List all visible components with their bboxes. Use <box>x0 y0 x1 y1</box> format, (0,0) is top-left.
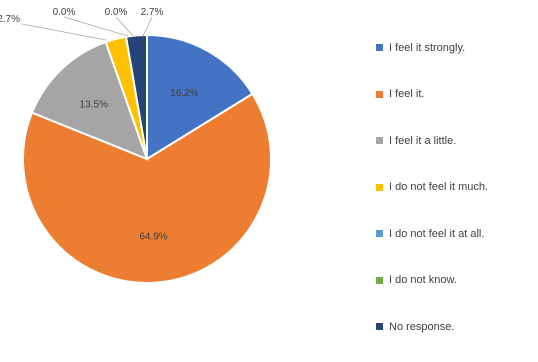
data-label: 13.5% <box>80 99 108 110</box>
leader-line <box>21 23 107 41</box>
legend-swatch <box>376 90 383 98</box>
data-label: 2.7% <box>0 14 20 25</box>
chart-area: 16.2% 64.9% 13.5% 2.7% 0.0% 0.0% 2.7% I feel i… <box>0 7 488 333</box>
legend-swatch <box>376 323 383 330</box>
data-labels: 16.2% 64.9% 13.5% 2.7% 0.0% 0.0% 2.7% <box>0 7 199 243</box>
legend-item-not-at-all: I do not feel it at all. <box>376 222 536 245</box>
data-label: 2.7% <box>141 7 164 18</box>
legend-label: I feel it. <box>389 88 425 100</box>
pie-chart: 16.2% 64.9% 13.5% 2.7% 0.0% 0.0% 2.7% <box>0 7 272 284</box>
legend-swatch <box>376 44 383 51</box>
legend-item-a-little: I feel it a little. <box>376 129 536 152</box>
legend-swatch <box>376 230 383 237</box>
legend-swatch <box>376 137 383 144</box>
legend-item-no-response: No response. <box>376 315 536 338</box>
data-label: 0.0% <box>105 7 128 18</box>
legend-label: I feel it a little. <box>389 134 457 147</box>
pie-slices <box>22 33 272 284</box>
leader-line <box>142 16 153 37</box>
pie-slice <box>30 40 149 161</box>
legend-item-feel-it: I feel it. <box>376 83 536 106</box>
leader-line <box>115 16 134 37</box>
legend-label: I do not know. <box>389 274 457 286</box>
legend-item-strongly: I feel it strongly. <box>376 36 536 59</box>
legend-label: I do not feel it at all. <box>389 227 485 240</box>
legend-label: I do not feel it much. <box>389 181 489 193</box>
leader-lines <box>21 16 153 41</box>
legend-item-not-much: I do not feel it much. <box>376 176 536 199</box>
pie-slice <box>124 33 148 160</box>
legend-swatch <box>376 276 383 284</box>
data-label: 16.2% <box>170 88 198 99</box>
legend-label: I feel it strongly. <box>389 41 466 54</box>
pie-slice <box>146 33 254 161</box>
legend: I feel it strongly. I feel it. I feel it… <box>376 36 536 362</box>
data-label: 0.0% <box>53 7 76 18</box>
legend-label: No response. <box>389 320 455 333</box>
legend-swatch <box>376 183 383 191</box>
data-label: 64.9% <box>139 232 167 243</box>
pie-slice <box>22 92 272 284</box>
legend-item-do-not-know: I do not know. <box>376 269 536 292</box>
leader-line <box>63 16 129 37</box>
